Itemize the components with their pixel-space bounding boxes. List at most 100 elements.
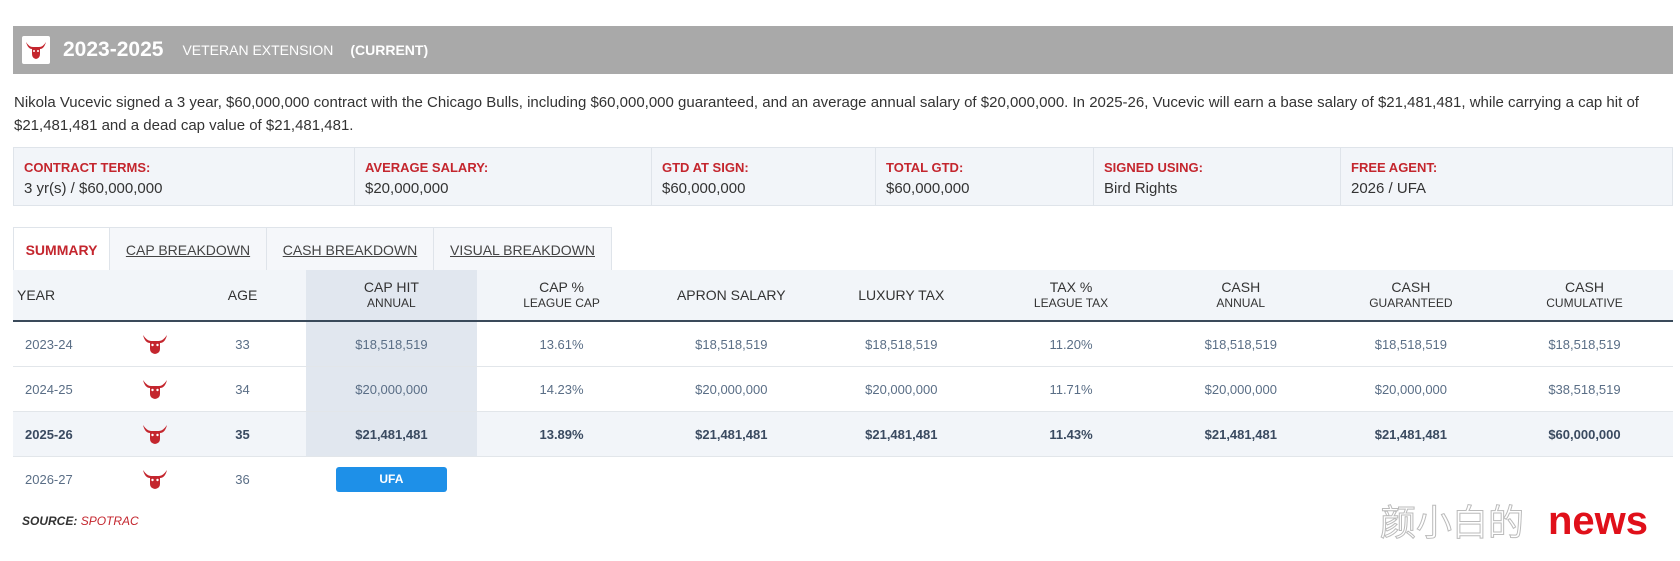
cell-cap-hit: $21,481,481 — [306, 411, 477, 457]
cell-apron: $20,000,000 — [646, 366, 817, 412]
col-cash-gtd-title: CASH — [1391, 278, 1431, 295]
cell-cash-gtd: $18,518,519 — [1325, 321, 1496, 367]
col-apron[interactable]: APRON SALARY — [646, 270, 817, 322]
cell-cash-cum: $38,518,519 — [1495, 366, 1673, 412]
term-value: Bird Rights — [1104, 180, 1178, 197]
col-cap-pct-sub: LEAGUE CAP — [523, 295, 600, 310]
contract-years: 2023-2025 — [63, 38, 164, 61]
col-cash-annual[interactable]: CASH ANNUAL — [1155, 270, 1326, 322]
contract-header: 2023-2025 VETERAN EXTENSION (CURRENT) — [13, 26, 1673, 74]
cell-year: 2024-25 — [13, 366, 132, 412]
salary-table: YEAR AGE CAP HIT ANNUAL CAP % LEAGUE CAP A… — [13, 270, 1673, 501]
col-age: AGE — [179, 270, 307, 322]
cell-cap-pct: 13.89% — [476, 411, 647, 457]
cell-cap-hit: UFA — [306, 456, 477, 501]
cell-cash-annual: $21,481,481 — [1155, 411, 1326, 457]
source-label: SOURCE: — [22, 514, 78, 528]
cell-cap-hit: $20,000,000 — [306, 366, 477, 412]
term-label: AVERAGE SALARY: — [365, 160, 489, 175]
cell-tax-pct: 11.71% — [986, 366, 1156, 412]
cell-cash-annual: $20,000,000 — [1155, 366, 1326, 412]
term-label: FREE AGENT: — [1351, 160, 1438, 175]
cell-luxury: $18,518,519 — [816, 321, 987, 367]
term-label: CONTRACT TERMS: — [24, 160, 151, 175]
col-luxury[interactable]: LUXURY TAX — [816, 270, 987, 322]
table-row: 2024-25 34 $20,000,000 14.23% $20,000,00… — [13, 366, 1673, 412]
cell-cash-gtd: $20,000,000 — [1325, 366, 1496, 412]
term-total-gtd: TOTAL GTD: $60,000,000 — [876, 148, 1094, 205]
cell-cap-hit: $18,518,519 — [306, 321, 477, 367]
tab-summary[interactable]: SUMMARY — [14, 228, 110, 271]
contract-terms: CONTRACT TERMS: 3 yr(s) / $60,000,000 AV… — [13, 147, 1673, 206]
table-row-current: 2025-26 35 $21,481,481 13.89% $21,481,48… — [13, 411, 1673, 457]
cell-empty — [646, 457, 816, 502]
col-cap-hit-sub: ANNUAL — [367, 295, 416, 310]
term-contract-terms: CONTRACT TERMS: 3 yr(s) / $60,000,000 — [14, 148, 355, 205]
col-team — [131, 270, 180, 322]
cell-apron: $18,518,519 — [646, 321, 817, 367]
col-cap-pct-title: CAP % — [539, 278, 584, 295]
contract-type: VETERAN EXTENSION — [182, 42, 334, 58]
tab-cash-breakdown[interactable]: CASH BREAKDOWN — [267, 228, 434, 271]
bulls-logo-icon — [22, 36, 50, 64]
term-value: 3 yr(s) / $60,000,000 — [24, 180, 163, 197]
cell-luxury: $20,000,000 — [816, 366, 987, 412]
col-cash-annual-sub: ANNUAL — [1216, 295, 1266, 310]
term-average-salary: AVERAGE SALARY: $20,000,000 — [355, 148, 652, 205]
cell-age: 34 — [179, 366, 307, 412]
contract-status: (CURRENT) — [350, 42, 429, 58]
bulls-logo-icon — [131, 457, 179, 502]
term-value: $60,000,000 — [886, 180, 970, 197]
col-tax-pct-title: TAX % — [1049, 278, 1093, 295]
contract-description: Nikola Vucevic signed a 3 year, $60,000,… — [14, 94, 1639, 134]
term-label: GTD AT SIGN: — [662, 160, 749, 175]
table-header-row: YEAR AGE CAP HIT ANNUAL CAP % LEAGUE CAP A… — [13, 270, 1673, 322]
term-value: 2026 / UFA — [1351, 180, 1427, 197]
cell-empty — [477, 457, 647, 502]
cell-apron: $21,481,481 — [646, 411, 817, 457]
col-cash-cum[interactable]: CASH CUMULATIVE — [1495, 270, 1673, 322]
bulls-logo-icon — [131, 411, 180, 457]
cell-year: 2026-27 — [25, 471, 73, 487]
cell-empty — [1156, 457, 1326, 502]
col-cap-pct[interactable]: CAP % LEAGUE CAP — [476, 270, 647, 322]
col-cash-gtd[interactable]: CASH GUARANTEED — [1325, 270, 1496, 322]
tab-visual-breakdown[interactable]: VISUAL BREAKDOWN — [450, 241, 595, 258]
col-cap-hit[interactable]: CAP HIT ANNUAL — [306, 270, 477, 322]
ufa-badge: UFA — [335, 466, 447, 492]
cell-tax-pct: 11.43% — [986, 411, 1156, 457]
bulls-logo-icon — [131, 366, 180, 412]
term-signed-using: SIGNED USING: Bird Rights — [1094, 148, 1341, 205]
tab-cap-breakdown[interactable]: CAP BREAKDOWN — [110, 228, 267, 271]
col-cap-hit-title: CAP HIT — [363, 278, 419, 295]
col-year: YEAR — [13, 270, 132, 322]
term-gtd-at-sign: GTD AT SIGN: $60,000,000 — [652, 148, 876, 205]
cell-tax-pct: 11.20% — [986, 321, 1156, 367]
cell-age: 36 — [235, 471, 250, 487]
cell-empty — [816, 457, 986, 502]
cell-cash-annual: $18,518,519 — [1155, 321, 1326, 367]
cell-cash-gtd: $21,481,481 — [1325, 411, 1496, 457]
cell-year: 2023-24 — [13, 321, 132, 367]
col-tax-pct-sub: LEAGUE TAX — [1033, 295, 1109, 310]
col-cash-gtd-sub: GUARANTEED — [1369, 295, 1453, 310]
cell-age: 33 — [179, 321, 307, 367]
watermark-text: 颜小白的 — [1379, 503, 1525, 545]
term-label: SIGNED USING: — [1104, 160, 1203, 175]
cell-cash-cum: $18,518,519 — [1495, 321, 1673, 367]
cell-empty — [986, 457, 1156, 502]
term-label: TOTAL GTD: — [886, 160, 964, 175]
cell-age: 35 — [179, 411, 307, 457]
col-tax-pct[interactable]: TAX % LEAGUE TAX — [986, 270, 1156, 322]
cell-cap-pct: 13.61% — [476, 321, 647, 367]
cell-year: 2025-26 — [13, 411, 132, 457]
col-cash-annual-title: CASH — [1221, 278, 1261, 295]
term-free-agent: FREE AGENT: 2026 / UFA — [1341, 148, 1672, 205]
cell-cash-cum: $60,000,000 — [1495, 411, 1673, 457]
table-row: 2026-27 36 UFA — [13, 456, 1673, 502]
cell-luxury: $21,481,481 — [816, 411, 987, 457]
source-credit: SOURCE: SPOTRAC — [22, 514, 139, 528]
bulls-logo-icon — [131, 321, 180, 367]
source-link[interactable]: SPOTRAC — [80, 514, 139, 528]
watermark-news: news — [1548, 499, 1649, 543]
